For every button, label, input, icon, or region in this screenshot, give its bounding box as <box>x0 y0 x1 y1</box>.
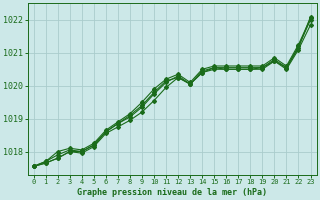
X-axis label: Graphe pression niveau de la mer (hPa): Graphe pression niveau de la mer (hPa) <box>77 188 267 197</box>
